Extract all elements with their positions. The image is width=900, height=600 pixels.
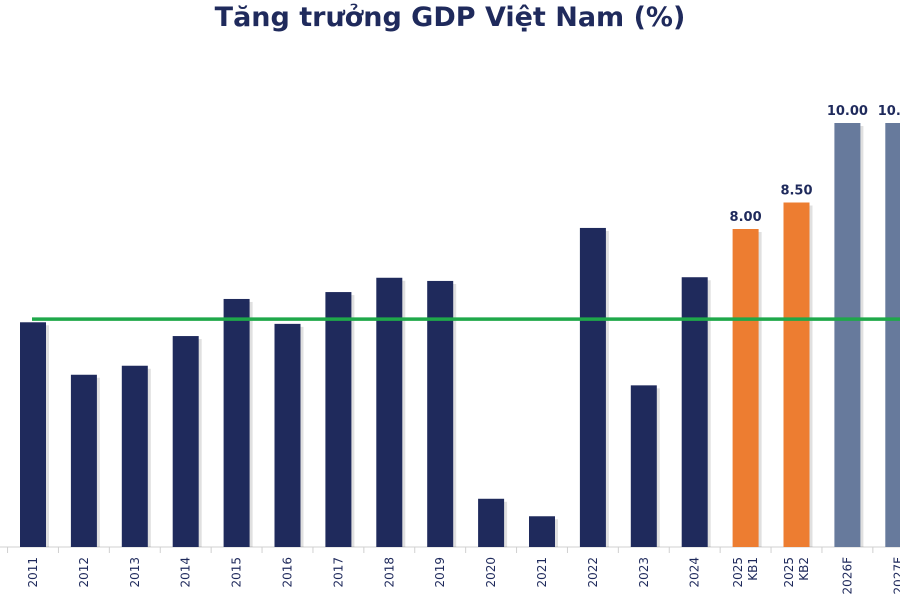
x-tick-label: 2027F (891, 557, 900, 595)
x-tick-label: 2025 KB2 (782, 557, 811, 588)
x-tick-label-text: 2012 (77, 557, 91, 588)
bar-2014 (172, 336, 199, 547)
x-tick-label-text: 2015 (230, 557, 244, 588)
x-tick-label-text: 2024 (688, 557, 702, 588)
x-tick-label: 2019 (433, 557, 447, 588)
bar-2017 (325, 292, 352, 547)
data-label: 8.50 (780, 184, 812, 199)
x-tick-label: 2023 (637, 557, 651, 588)
x-tick-label: 2021 (535, 557, 549, 588)
x-tick-label: 2012 (77, 557, 91, 588)
bar-2011 (20, 322, 46, 547)
x-tick-label-text: 2019 (433, 557, 447, 588)
x-tick-label-text: 2020 (484, 557, 498, 588)
bar-2024 (681, 277, 708, 547)
x-tick-label: 2024 (688, 557, 702, 588)
bar-2022 (579, 227, 606, 547)
x-tick-label-text: 2013 (128, 557, 142, 588)
x-tick-label-text: 2017 (331, 557, 345, 588)
bar-2013 (121, 365, 148, 547)
bar-2012 (70, 374, 97, 547)
data-label: 10.00 (878, 104, 900, 119)
x-tick-label: 2016 (281, 557, 295, 588)
x-tick-label: 2022 (586, 557, 600, 588)
x-tick-label-text: KB2 (797, 557, 811, 581)
x-tick-label: 2015 (230, 557, 244, 588)
x-tick-label-text: 2025 (731, 557, 745, 588)
x-tick-label: 2011 (26, 557, 40, 588)
bar-2023 (630, 385, 657, 547)
x-tick-label: 2026F (840, 557, 854, 595)
bar-2018 (376, 277, 403, 547)
x-tick-label: 2020 (484, 557, 498, 588)
bar-2025-kb1 (732, 229, 759, 547)
x-tick-label-text: 2025 (782, 557, 796, 588)
bar-2015 (223, 298, 250, 547)
x-tick-label: 2025 KB1 (731, 557, 760, 588)
data-label: 8.00 (730, 210, 762, 225)
x-tick-label: 2014 (179, 557, 193, 588)
bar-2019 (427, 280, 454, 547)
x-tick-label: 2017 (331, 557, 345, 588)
bar-2020 (478, 498, 505, 547)
bar-2027f (885, 123, 900, 547)
x-tick-label: 2013 (128, 557, 142, 588)
chart-title: Tăng trưởng GDP Việt Nam (%) (214, 2, 686, 33)
x-tick-label-text: 2027F (891, 557, 900, 595)
x-tick-label-text: 2023 (637, 557, 651, 588)
x-tick-label-text: 2018 (382, 557, 396, 588)
bar-2025-kb2 (783, 202, 810, 547)
x-tick-label-text: 2021 (535, 557, 549, 588)
bar-2026f (834, 123, 861, 547)
x-tick-label-text: KB1 (746, 557, 760, 581)
x-tick-label-text: 2026F (840, 557, 854, 595)
data-label: 10.00 (827, 104, 868, 119)
x-tick-label: 2018 (382, 557, 396, 588)
bar-2021 (529, 516, 555, 547)
x-tick-label-text: 2011 (26, 557, 40, 588)
bar-2016 (274, 323, 301, 547)
x-tick-label-text: 2014 (179, 557, 193, 588)
x-tick-label-text: 2016 (281, 557, 295, 588)
x-tick-label-text: 2022 (586, 557, 600, 588)
